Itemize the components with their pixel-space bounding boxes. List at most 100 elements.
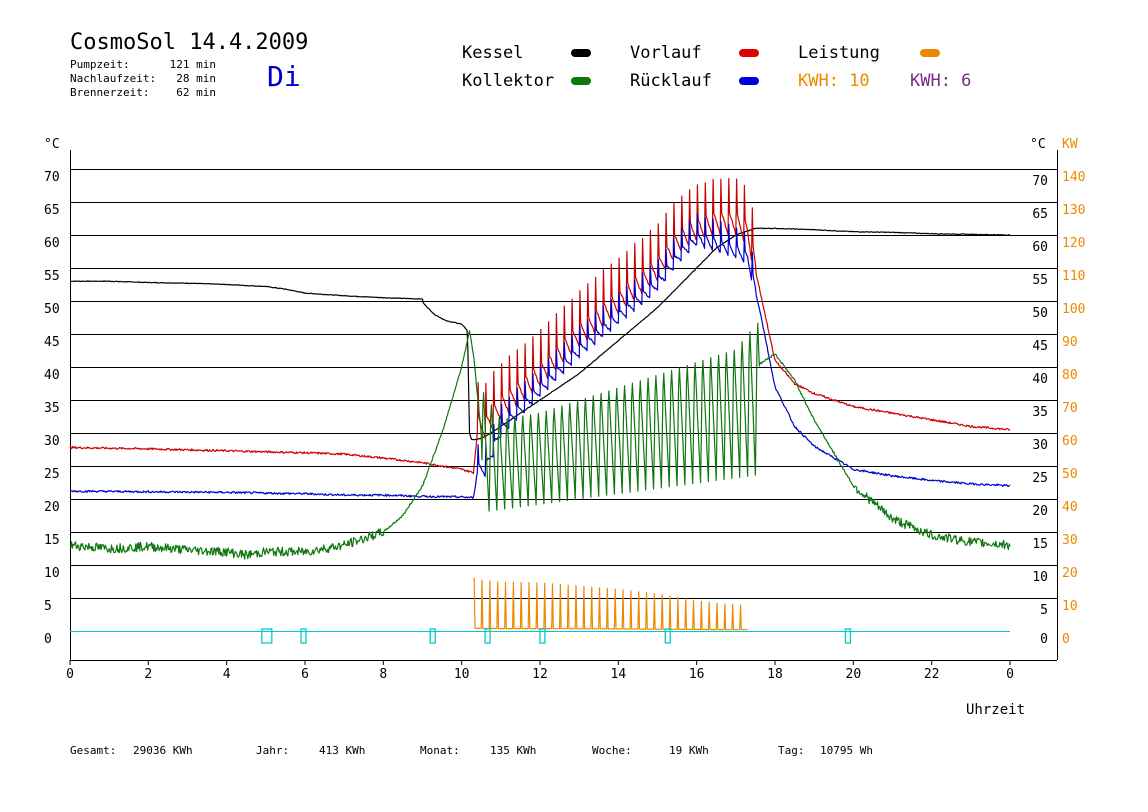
x-tick-9: 18 <box>767 667 783 682</box>
data-series <box>69 178 1011 631</box>
y-tick-left-0: 0 <box>44 632 52 647</box>
pump-marker-1 <box>300 628 307 644</box>
y-tick-right-15: 15 <box>1032 537 1048 552</box>
x-tick-6: 12 <box>532 667 548 682</box>
pump-marker-0 <box>261 628 273 644</box>
series-kessel <box>70 227 1010 441</box>
pump-marker-6 <box>844 628 852 644</box>
legend-kollektor-swatch <box>571 77 591 85</box>
y-tick-left-50: 50 <box>44 302 60 317</box>
brennerzeit-value: 62 min <box>176 86 216 99</box>
legend-leistung: Leistung <box>798 43 880 63</box>
jahr-value: 413 KWh <box>319 744 366 757</box>
legend-leistung-swatch <box>920 49 940 57</box>
pump-markers <box>261 628 852 644</box>
x-tick-4: 8 <box>379 667 387 682</box>
y2-tick-70: 70 <box>1062 401 1078 416</box>
pump-marker-4 <box>539 628 546 644</box>
tag-label: Tag: <box>778 744 805 757</box>
y-tick-left-10: 10 <box>44 566 60 581</box>
series-ruecklauf <box>69 214 1011 500</box>
x-tick-11: 22 <box>924 667 940 682</box>
legend-vorlauf-swatch <box>739 49 759 57</box>
legend-ruecklauf-swatch <box>739 77 759 85</box>
x-tick-10: 20 <box>846 667 862 682</box>
y-tick-right-10: 10 <box>1032 570 1048 585</box>
y-tick-left-45: 45 <box>44 335 60 350</box>
y2-tick-90: 90 <box>1062 335 1078 350</box>
x-tick-7: 14 <box>611 667 627 682</box>
y-tick-right-45: 45 <box>1032 339 1048 354</box>
monat-label: Monat: <box>420 744 460 757</box>
x-tick-0: 0 <box>66 667 74 682</box>
legend-vorlauf: Vorlauf <box>630 43 702 63</box>
y-axis-label-left: °C <box>44 137 60 152</box>
x-tick-5: 10 <box>454 667 470 682</box>
y-tick-left-30: 30 <box>44 434 60 449</box>
legend-kwh-2: KWH: 6 <box>910 71 972 91</box>
x-tick-1: 2 <box>144 667 152 682</box>
y-tick-left-60: 60 <box>44 236 60 251</box>
y-tick-right-60: 60 <box>1032 240 1048 255</box>
y-tick-right-70: 70 <box>1032 174 1048 189</box>
legend-ruecklauf: Rücklauf <box>630 71 712 91</box>
y-tick-left-20: 20 <box>44 500 60 515</box>
x-tick-2: 4 <box>223 667 231 682</box>
y-tick-right-0: 0 <box>1040 632 1048 647</box>
y-tick-left-5: 5 <box>44 599 52 614</box>
y-tick-right-25: 25 <box>1032 471 1048 486</box>
jahr-label: Jahr: <box>256 744 290 757</box>
legend-kwh-1: KWH: 10 <box>798 71 870 91</box>
legend-kollektor: Kollektor <box>462 71 555 91</box>
pump-marker-2 <box>429 628 436 644</box>
series-kollektor <box>69 322 1011 560</box>
y-tick-left-35: 35 <box>44 401 60 416</box>
y2-tick-20: 20 <box>1062 566 1078 581</box>
y2-tick-30: 30 <box>1062 533 1078 548</box>
y-tick-right-20: 20 <box>1032 504 1048 519</box>
x-axis-label: Uhrzeit <box>966 702 1025 718</box>
woche-value: 19 KWh <box>669 744 709 757</box>
y2-tick-10: 10 <box>1062 599 1078 614</box>
axes <box>69 150 1058 665</box>
woche-label: Woche: <box>592 744 632 757</box>
y2-tick-80: 80 <box>1062 368 1078 383</box>
y-tick-right-35: 35 <box>1032 405 1048 420</box>
nachlaufzeit-value: 28 min <box>176 72 216 85</box>
y-tick-left-65: 65 <box>44 203 60 218</box>
tag-value: 10795 Wh <box>820 744 873 757</box>
nachlaufzeit-label: Nachlaufzeit: <box>70 72 157 85</box>
y-tick-right-5: 5 <box>1040 603 1048 618</box>
pumpzeit-label: Pumpzeit: <box>70 58 130 71</box>
y-tick-right-30: 30 <box>1032 438 1048 453</box>
series-leistung <box>473 577 748 631</box>
y2-tick-140: 140 <box>1062 170 1085 185</box>
brennerzeit-label: Brennerzeit: <box>70 86 150 99</box>
gesamt-label: Gesamt: <box>70 744 117 757</box>
y2-tick-40: 40 <box>1062 500 1078 515</box>
monat-value: 135 KWh <box>490 744 537 757</box>
gesamt-value: 29036 KWh <box>133 744 193 757</box>
legend-kessel-swatch <box>571 49 591 57</box>
y2-tick-100: 100 <box>1062 302 1085 317</box>
y2-axis-label: KW <box>1062 137 1078 152</box>
y2-tick-50: 50 <box>1062 467 1078 482</box>
y-axis-label-right: °C <box>1030 137 1046 152</box>
x-tick-3: 6 <box>301 667 309 682</box>
y-tick-left-40: 40 <box>44 368 60 383</box>
y-tick-right-55: 55 <box>1032 273 1048 288</box>
legend-kessel: Kessel <box>462 43 524 63</box>
series-vorlauf <box>69 178 1011 475</box>
y-tick-right-65: 65 <box>1032 207 1048 222</box>
chart-title: CosmoSol 14.4.2009 <box>70 30 309 55</box>
y-tick-left-15: 15 <box>44 533 60 548</box>
pump-marker-5 <box>664 628 671 644</box>
y2-tick-60: 60 <box>1062 434 1078 449</box>
y-tick-right-50: 50 <box>1032 306 1048 321</box>
y-tick-left-25: 25 <box>44 467 60 482</box>
x-tick-12: 0 <box>1006 667 1014 682</box>
pump-marker-3 <box>484 628 491 644</box>
y2-tick-0: 0 <box>1062 632 1070 647</box>
